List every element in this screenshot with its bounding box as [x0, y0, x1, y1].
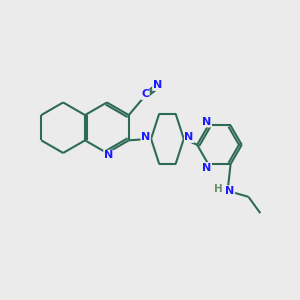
Text: N: N: [141, 132, 150, 142]
Text: N: N: [202, 163, 212, 173]
Text: C: C: [141, 89, 149, 99]
Text: N: N: [104, 150, 113, 161]
Text: N: N: [202, 117, 212, 127]
Text: N: N: [184, 132, 194, 142]
Text: H: H: [214, 184, 223, 194]
Text: N: N: [225, 186, 235, 196]
Text: N: N: [153, 80, 162, 90]
